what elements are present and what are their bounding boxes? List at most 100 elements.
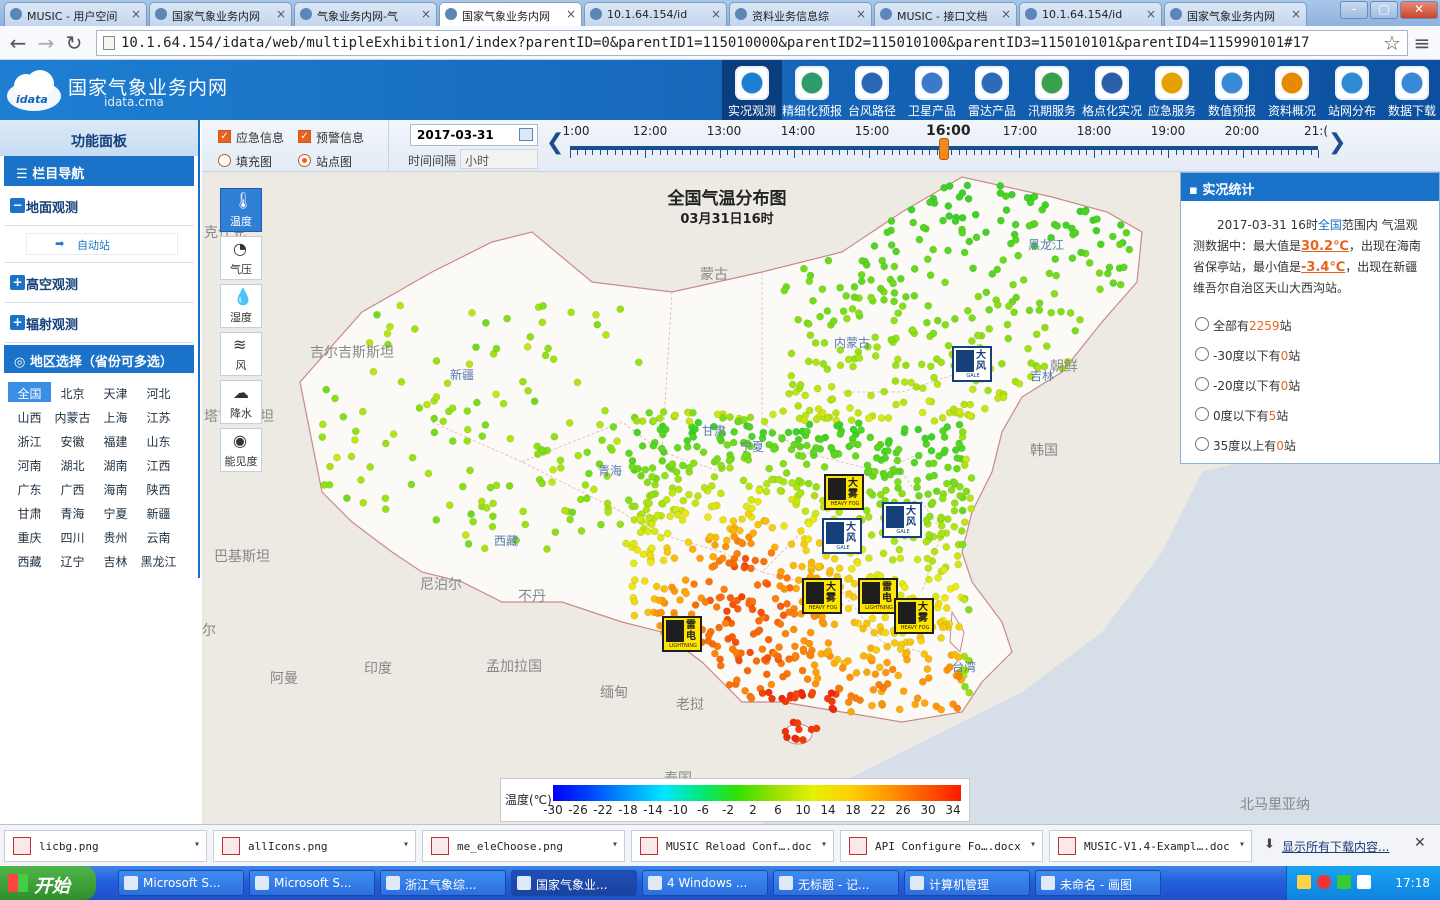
collapse-icon[interactable]: − — [10, 198, 25, 213]
station-dot[interactable] — [719, 414, 727, 422]
station-dot[interactable] — [796, 489, 805, 497]
station-dot[interactable] — [876, 490, 885, 499]
station-dot[interactable] — [941, 278, 949, 287]
station-dot[interactable] — [933, 380, 942, 389]
region-option[interactable]: 福建 — [103, 435, 128, 449]
station-dot[interactable] — [774, 652, 783, 661]
station-dot[interactable] — [892, 400, 900, 409]
station-dot[interactable] — [812, 415, 821, 424]
station-dot[interactable] — [834, 684, 843, 693]
station-dot[interactable] — [962, 487, 971, 496]
station-dot[interactable] — [946, 663, 954, 671]
station-dot[interactable] — [472, 343, 480, 352]
station-dot[interactable] — [960, 595, 969, 604]
station-dot[interactable] — [753, 581, 762, 589]
station-dot[interactable] — [384, 340, 392, 349]
station-dot[interactable] — [930, 373, 938, 382]
station-dot[interactable] — [644, 527, 652, 536]
expand-icon[interactable]: + — [10, 275, 25, 290]
station-dot[interactable] — [725, 680, 734, 689]
station-dot[interactable] — [492, 390, 500, 399]
station-dot[interactable] — [653, 511, 662, 520]
station-dot[interactable] — [656, 533, 665, 542]
timeline-handle[interactable] — [939, 138, 949, 160]
timeline-next-icon[interactable]: ❯ — [1328, 130, 1347, 155]
station-dot[interactable] — [963, 181, 972, 190]
station-dot[interactable] — [625, 449, 633, 458]
station-dot[interactable] — [1015, 379, 1024, 388]
station-dot[interactable] — [816, 435, 825, 444]
station-dot[interactable] — [1109, 279, 1118, 287]
station-dot[interactable] — [765, 464, 774, 473]
station-dot[interactable] — [624, 496, 633, 504]
station-dot[interactable] — [725, 456, 734, 465]
station-dot[interactable] — [689, 433, 698, 441]
station-dot[interactable] — [914, 425, 923, 434]
station-dot[interactable] — [1122, 228, 1131, 237]
station-dot[interactable] — [816, 312, 824, 321]
station-dot[interactable] — [768, 523, 777, 532]
station-dot[interactable] — [805, 639, 814, 648]
station-dot[interactable] — [468, 308, 476, 317]
station-dot[interactable] — [755, 486, 764, 495]
station-dot[interactable] — [358, 407, 367, 416]
tab-close-icon[interactable]: × — [710, 7, 721, 21]
station-dot[interactable] — [763, 580, 772, 588]
station-dot[interactable] — [1045, 269, 1054, 278]
back-icon[interactable]: ← — [9, 31, 27, 55]
station-dot[interactable] — [747, 539, 755, 548]
region-option[interactable]: 全国 — [8, 382, 51, 402]
station-dot[interactable] — [1071, 326, 1080, 335]
station-dot[interactable] — [963, 306, 972, 315]
station-dot[interactable] — [577, 527, 586, 535]
station-dot[interactable] — [708, 563, 717, 571]
station-dot[interactable] — [637, 471, 645, 480]
station-dot[interactable] — [672, 468, 681, 476]
station-dot[interactable] — [895, 705, 904, 714]
station-dot[interactable] — [961, 682, 969, 691]
station-dot[interactable] — [803, 441, 811, 450]
station-dot[interactable] — [973, 331, 982, 340]
station-dot[interactable] — [381, 494, 390, 503]
station-dot[interactable] — [927, 446, 936, 455]
station-dot[interactable] — [670, 587, 679, 595]
warning-sign-gale[interactable]: 大风 GALE — [822, 518, 862, 554]
station-dot[interactable] — [691, 601, 700, 609]
station-dot[interactable] — [1053, 222, 1062, 230]
station-dot[interactable] — [728, 633, 737, 641]
station-dot[interactable] — [463, 425, 472, 434]
station-dot[interactable] — [762, 480, 771, 488]
station-dot[interactable] — [806, 628, 815, 637]
station-dot[interactable] — [700, 483, 709, 492]
station-dot[interactable] — [923, 554, 932, 563]
station-dot[interactable] — [1019, 276, 1028, 284]
element-droplet-button[interactable]: 💧 湿度 — [220, 284, 262, 328]
station-dot[interactable] — [717, 593, 725, 601]
station-dot[interactable] — [873, 343, 881, 351]
station-dot[interactable] — [915, 491, 923, 500]
station-dot[interactable] — [369, 367, 378, 376]
station-dot[interactable] — [710, 502, 719, 510]
station-dot[interactable] — [538, 318, 547, 327]
station-dot[interactable] — [668, 489, 677, 497]
station-dot[interactable] — [924, 490, 932, 499]
stats-filter-option[interactable]: -30度以下有0站 — [1195, 347, 1300, 364]
station-dot[interactable] — [779, 611, 788, 620]
station-dot[interactable] — [647, 520, 656, 529]
station-dot[interactable] — [898, 489, 906, 498]
station-dot[interactable] — [630, 576, 639, 584]
station-dot[interactable] — [373, 310, 381, 319]
station-dot[interactable] — [785, 389, 793, 398]
station-dot[interactable] — [648, 472, 657, 481]
station-dot[interactable] — [604, 508, 613, 517]
taskbar-app[interactable]: 计算机管理 — [904, 870, 1030, 896]
browser-tab[interactable]: 资料业务信息综 × — [729, 2, 872, 26]
region-option[interactable]: 青海 — [60, 507, 85, 521]
timeline-label[interactable]: 1:00 — [562, 124, 590, 138]
region-option[interactable]: 上海 — [103, 411, 128, 425]
station-dot[interactable] — [797, 527, 805, 535]
station-dot[interactable] — [733, 605, 742, 613]
emergency-checkbox[interactable]: ✓ 应急信息 — [218, 129, 284, 146]
region-option[interactable]: 云南 — [146, 531, 171, 545]
region-option[interactable]: 广东 — [17, 483, 42, 497]
